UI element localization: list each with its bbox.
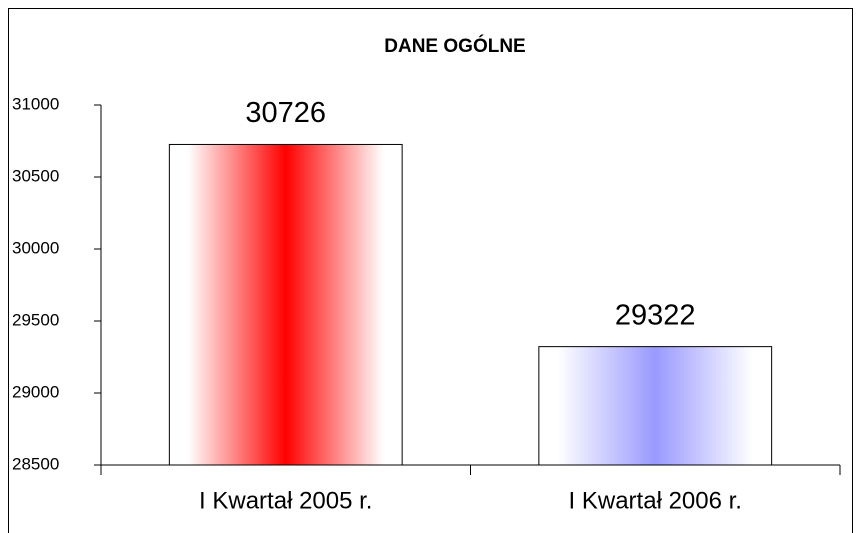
y-tick-label: 30000: [12, 238, 59, 257]
bar: [538, 346, 773, 466]
y-tick-label: 29000: [12, 382, 59, 401]
y-tick-label: 29500: [12, 310, 59, 329]
data-label: 30726: [245, 97, 326, 129]
data-label: 29322: [615, 299, 696, 331]
y-tick-label: 30500: [12, 166, 59, 185]
x-tick-label: I Kwartał 2006 r.: [569, 487, 742, 514]
y-tick-label: 31000: [12, 94, 59, 113]
bar: [168, 143, 403, 466]
chart-title: DANE OGÓLNE: [384, 35, 525, 57]
x-tick-label: I Kwartał 2005 r.: [199, 487, 372, 514]
y-tick-label: 28500: [12, 454, 59, 473]
